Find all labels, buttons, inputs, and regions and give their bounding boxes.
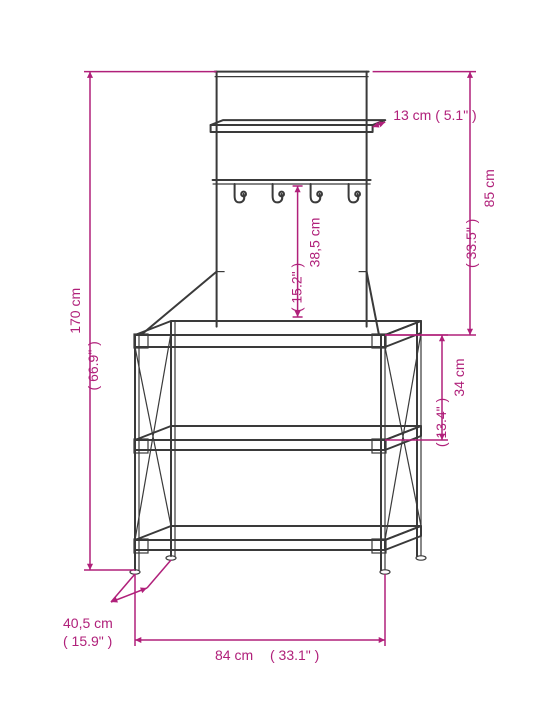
dim-total-height-in: ( 66.9" ) <box>85 341 101 390</box>
dim-width-in: ( 33.1" ) <box>270 647 319 663</box>
dim-total-height-cm: 170 cm <box>67 288 83 334</box>
dim-depth-in: ( 15.9" ) <box>63 633 112 649</box>
dim-depth-cm: 40,5 cm <box>63 615 113 631</box>
furniture-drawing <box>130 72 426 575</box>
dim-width-cm: 84 cm <box>215 647 253 663</box>
dim-top-depth-in: ( 5.1" ) <box>435 107 477 123</box>
dim-top-depth-cm: 13 cm <box>393 107 431 123</box>
dim-hook-drop-in: ( 15.2" ) <box>289 263 305 312</box>
dim-mid-height-cm: 34 cm <box>451 358 467 396</box>
dim-mid-height-in: ( 13.4" ) <box>433 398 449 447</box>
dim-upper-height-cm: 85 cm <box>481 169 497 207</box>
dim-hook-drop-cm: 38,5 cm <box>307 218 323 268</box>
dim-upper-height-in: ( 33.5" ) <box>463 219 479 268</box>
